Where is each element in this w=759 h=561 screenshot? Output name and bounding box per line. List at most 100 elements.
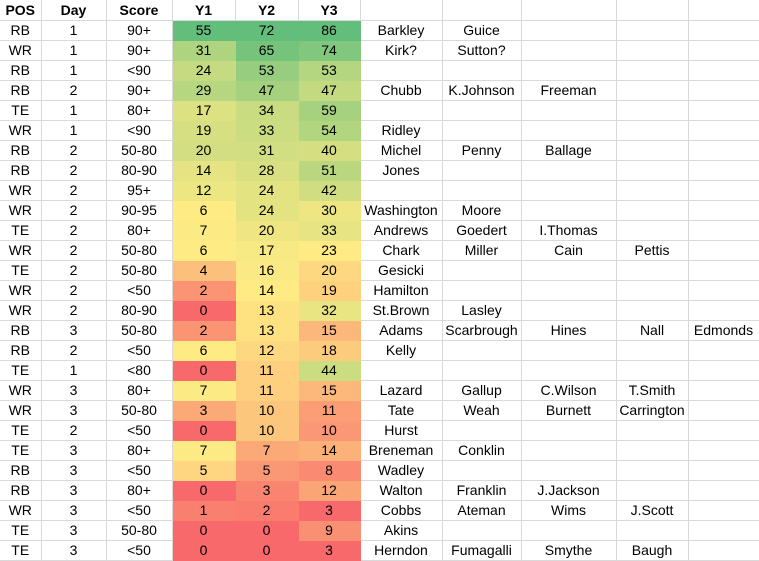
y1-heat-cell[interactable]: 20 (172, 140, 236, 161)
pos-cell[interactable]: WR (0, 180, 42, 201)
y2-heat-cell[interactable]: 11 (235, 360, 299, 381)
score-cell[interactable]: <50 (106, 460, 173, 481)
player-cell[interactable]: Pettis (616, 240, 689, 261)
pos-cell[interactable]: TE (0, 420, 42, 441)
empty-cell[interactable] (616, 180, 689, 201)
empty-cell[interactable] (442, 360, 522, 381)
y3-heat-cell[interactable]: 19 (298, 280, 361, 301)
empty-cell[interactable] (688, 300, 759, 321)
day-cell[interactable]: 3 (41, 480, 107, 501)
y3-heat-cell[interactable]: 54 (298, 120, 361, 141)
y3-heat-cell[interactable]: 10 (298, 420, 361, 441)
header-cell-y2[interactable]: Y2 (235, 0, 299, 21)
empty-cell[interactable] (521, 260, 617, 281)
pos-cell[interactable]: TE (0, 260, 42, 281)
score-cell[interactable]: <50 (106, 500, 173, 521)
empty-cell[interactable] (521, 440, 617, 461)
empty-cell[interactable] (688, 160, 759, 181)
y2-heat-cell[interactable]: 3 (235, 480, 299, 501)
score-cell[interactable]: <50 (106, 540, 173, 561)
pos-cell[interactable]: RB (0, 60, 42, 81)
player-cell[interactable]: Walton (360, 480, 443, 501)
pos-cell[interactable]: RB (0, 80, 42, 101)
player-cell[interactable]: Conklin (442, 440, 522, 461)
y1-heat-cell[interactable]: 29 (172, 80, 236, 101)
player-cell[interactable]: J.Scott (616, 500, 689, 521)
pos-cell[interactable]: TE (0, 100, 42, 121)
y2-heat-cell[interactable]: 10 (235, 400, 299, 421)
player-cell[interactable]: Freeman (521, 80, 617, 101)
day-cell[interactable]: 2 (41, 300, 107, 321)
player-cell[interactable]: Miller (442, 240, 522, 261)
pos-cell[interactable]: TE (0, 440, 42, 461)
day-cell[interactable]: 2 (41, 220, 107, 241)
y3-heat-cell[interactable]: 53 (298, 60, 361, 81)
empty-cell[interactable] (688, 220, 759, 241)
empty-cell[interactable] (442, 340, 522, 361)
y1-heat-cell[interactable]: 4 (172, 260, 236, 281)
empty-cell[interactable] (688, 120, 759, 141)
score-cell[interactable]: 50-80 (106, 260, 173, 281)
y2-heat-cell[interactable]: 72 (235, 20, 299, 41)
player-cell[interactable]: Lazard (360, 380, 443, 401)
score-cell[interactable]: 90+ (106, 40, 173, 61)
day-cell[interactable]: 3 (41, 380, 107, 401)
pos-cell[interactable]: WR (0, 120, 42, 141)
pos-cell[interactable]: WR (0, 400, 42, 421)
score-cell[interactable]: 90+ (106, 20, 173, 41)
player-cell[interactable]: Nall (616, 320, 689, 341)
player-cell[interactable]: Hurst (360, 420, 443, 441)
header-cell-y1[interactable]: Y1 (172, 0, 236, 21)
empty-cell[interactable] (442, 280, 522, 301)
player-cell[interactable]: Breneman (360, 440, 443, 461)
day-cell[interactable]: 2 (41, 140, 107, 161)
y1-heat-cell[interactable]: 6 (172, 340, 236, 361)
empty-cell[interactable] (688, 500, 759, 521)
score-cell[interactable]: 90+ (106, 80, 173, 101)
y2-heat-cell[interactable]: 0 (235, 520, 299, 541)
score-cell[interactable]: 80+ (106, 380, 173, 401)
empty-cell[interactable] (521, 280, 617, 301)
empty-cell[interactable] (616, 60, 689, 81)
day-cell[interactable]: 2 (41, 80, 107, 101)
player-cell[interactable]: Goedert (442, 220, 522, 241)
player-cell[interactable]: Akins (360, 520, 443, 541)
y2-heat-cell[interactable]: 65 (235, 40, 299, 61)
y1-heat-cell[interactable]: 24 (172, 60, 236, 81)
player-cell[interactable]: K.Johnson (442, 80, 522, 101)
player-cell[interactable]: Guice (442, 20, 522, 41)
day-cell[interactable]: 2 (41, 260, 107, 281)
y1-heat-cell[interactable]: 7 (172, 440, 236, 461)
y2-heat-cell[interactable]: 13 (235, 320, 299, 341)
empty-cell[interactable] (360, 100, 443, 121)
day-cell[interactable]: 2 (41, 420, 107, 441)
pos-cell[interactable]: WR (0, 280, 42, 301)
empty-cell[interactable] (688, 140, 759, 161)
empty-cell[interactable] (521, 60, 617, 81)
player-cell[interactable]: Burnett (521, 400, 617, 421)
pos-cell[interactable]: RB (0, 480, 42, 501)
score-cell[interactable]: 50-80 (106, 400, 173, 421)
player-cell[interactable]: Smythe (521, 540, 617, 561)
y2-heat-cell[interactable]: 31 (235, 140, 299, 161)
empty-cell[interactable] (688, 380, 759, 401)
empty-cell[interactable] (616, 20, 689, 41)
empty-cell[interactable] (688, 260, 759, 281)
empty-cell[interactable] (616, 300, 689, 321)
y1-heat-cell[interactable]: 0 (172, 360, 236, 381)
empty-cell[interactable] (521, 360, 617, 381)
empty-cell[interactable] (616, 140, 689, 161)
pos-cell[interactable]: RB (0, 340, 42, 361)
y2-heat-cell[interactable]: 17 (235, 240, 299, 261)
empty-cell[interactable] (442, 260, 522, 281)
y1-heat-cell[interactable]: 14 (172, 160, 236, 181)
y3-heat-cell[interactable]: 14 (298, 440, 361, 461)
day-cell[interactable]: 2 (41, 280, 107, 301)
score-cell[interactable]: 80+ (106, 440, 173, 461)
y3-heat-cell[interactable]: 18 (298, 340, 361, 361)
score-cell[interactable]: 80-90 (106, 300, 173, 321)
day-cell[interactable]: 3 (41, 440, 107, 461)
score-cell[interactable]: 90-95 (106, 200, 173, 221)
y3-heat-cell[interactable]: 15 (298, 380, 361, 401)
score-cell[interactable]: <90 (106, 60, 173, 81)
